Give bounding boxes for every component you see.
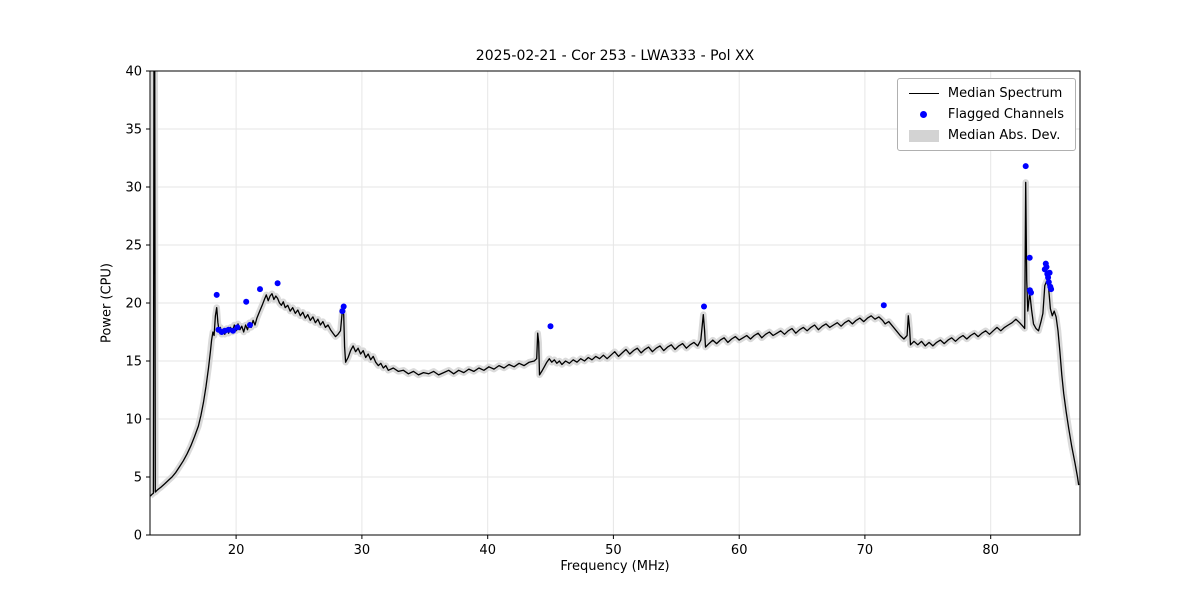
flagged-channels-marker-swatch	[909, 110, 939, 120]
legend-entry-median-spectrum: Median Spectrum	[908, 86, 1064, 101]
flagged-channel-dot	[340, 303, 347, 310]
flagged-channel-dot	[1043, 264, 1050, 270]
flagged-channel-dot	[339, 308, 346, 315]
y-tick-label: 40	[125, 65, 142, 80]
flagged-channel-dot	[1048, 286, 1055, 293]
y-tick-label: 20	[125, 297, 142, 312]
y-tick-label: 35	[125, 123, 142, 138]
y-axis-label: Power (CPU)	[99, 262, 115, 344]
x-tick-label: 40	[479, 543, 496, 558]
mad-patch-swatch	[908, 129, 939, 142]
y-tick-label: 0	[134, 529, 142, 544]
flagged-channel-dot	[1026, 254, 1033, 261]
x-tick-label: 30	[354, 543, 371, 558]
legend-label-median-spectrum: Median Spectrum	[947, 86, 1063, 101]
y-tick-label: 5	[134, 471, 142, 486]
flagged-channel-dot	[1022, 163, 1029, 170]
legend-label-median-abs-dev: Median Abs. Dev.	[947, 128, 1061, 143]
flagged-channel-dot	[234, 324, 241, 331]
x-tick-label: 70	[857, 543, 874, 558]
flagged-channel-dot	[257, 286, 263, 293]
flagged-channel-dot	[213, 291, 220, 298]
flagged-channel-dot	[243, 298, 250, 305]
flagged-channel-dot	[247, 322, 253, 328]
legend-entry-flagged-channels: Flagged Channels	[909, 107, 1064, 122]
x-tick-label: 80	[982, 543, 999, 558]
flagged-channel-dot	[1045, 279, 1052, 286]
flagged-channel-dot	[701, 303, 707, 310]
flagged-channel-dot	[1045, 274, 1052, 281]
x-axis-label: Frequency (MHz)	[560, 559, 670, 574]
flagged-channel-dot	[1028, 289, 1034, 296]
flagged-channel-dot	[547, 323, 554, 330]
flagged-channel-dot	[880, 302, 887, 309]
flagged-channel-dot	[230, 327, 236, 334]
chart-title: 2025-02-21 - Cor 253 - LWA333 - Pol XX	[475, 48, 755, 64]
median-spectrum-line-swatch	[908, 93, 939, 94]
y-tick-label: 25	[125, 239, 142, 254]
x-tick-label: 60	[731, 543, 748, 558]
flagged-channels-dot-icon	[920, 111, 928, 118]
x-tick-label: 20	[228, 543, 245, 558]
x-tick-label: 50	[605, 543, 622, 558]
flagged-channel-dot	[1046, 269, 1053, 276]
median-spectrum-line	[150, 71, 1080, 497]
legend: Median Spectrum Flagged Channels Median …	[896, 78, 1076, 151]
legend-entry-median-abs-dev: Median Abs. Dev.	[908, 128, 1064, 143]
y-tick-label: 10	[125, 413, 142, 428]
flagged-channel-dot	[274, 280, 281, 287]
legend-label-flagged-channels: Flagged Channels	[947, 107, 1064, 122]
y-tick-label: 30	[125, 181, 142, 196]
y-tick-label: 15	[125, 355, 142, 370]
